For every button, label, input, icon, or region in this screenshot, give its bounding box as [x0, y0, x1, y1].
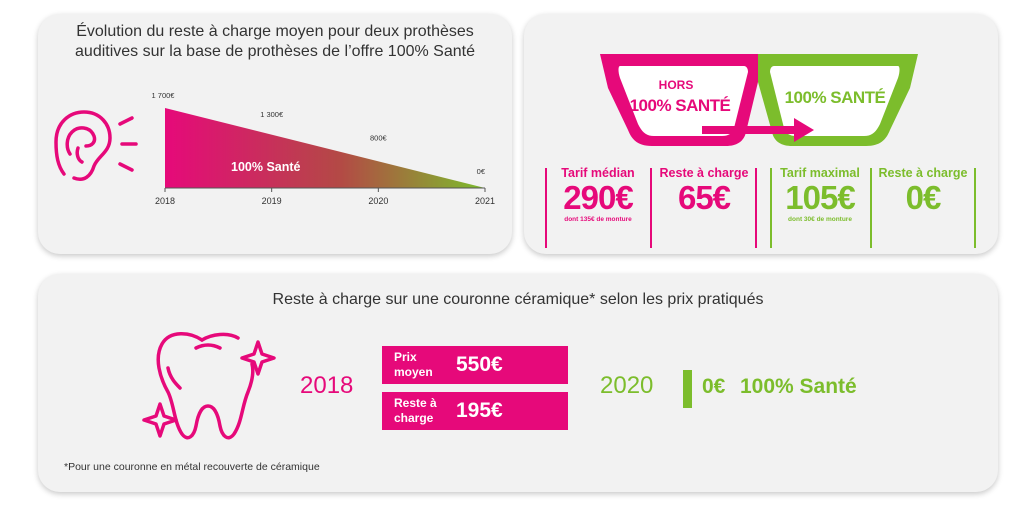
stat-tarif-maximal: Tarif maximal 105€ dont 30€ de monture [772, 156, 868, 246]
value-2020: 0€ [702, 375, 726, 398]
x-tick-label: 2018 [155, 196, 175, 206]
label-line: Reste à [394, 396, 437, 410]
stat-note: dont 135€ de monture [564, 216, 632, 223]
hearing-card [38, 14, 512, 254]
stat-reste-charge-green: Reste à charge 0€ [872, 156, 974, 246]
divider [770, 168, 772, 248]
x-tick-label: 2019 [262, 196, 282, 206]
stat-value: 65€ [677, 179, 731, 216]
x-tick-label: 2021 [475, 196, 495, 206]
crown-title: Reste à charge sur une couronne céramiqu… [272, 291, 764, 308]
stat-label: Tarif maximal [780, 166, 860, 180]
footnote: *Pour une couronne en métal recouverte d… [64, 461, 320, 473]
stat-note: dont 30€ de monture [788, 216, 852, 223]
reste-charge-value: 195€ [456, 399, 503, 422]
stat-value: 105€ [785, 179, 855, 216]
hearing-area-chart: 2018 1 700€ 2019 1 300€ 2020 800€ 2021 0€ 100% S… [152, 91, 495, 206]
data-label: 800€ [370, 133, 388, 142]
stat-label: Reste à charge [659, 166, 749, 180]
data-label: 0€ [477, 167, 486, 176]
stat-tarif-median: Tarif médian 290€ dont 135€ de monture [548, 156, 648, 246]
reste-charge-label: Reste à charge [394, 396, 454, 426]
stat-value: 290€ [563, 179, 633, 216]
x-tick-label: 2020 [368, 196, 388, 206]
divider [650, 168, 652, 248]
reste-charge-box: Reste à charge 195€ [382, 392, 568, 430]
tooth-icon [142, 332, 276, 440]
stat-value: 0€ [905, 179, 942, 216]
prix-moyen-box: Prix moyen 550€ [382, 346, 568, 384]
label-line: moyen [394, 365, 433, 379]
lens-left-line1: HORS [658, 78, 694, 92]
year-2020: 2020 [600, 372, 654, 399]
data-label: 1 700€ [152, 91, 176, 100]
label-line: Prix [394, 350, 417, 364]
prix-moyen-value: 550€ [456, 353, 503, 376]
year-2018: 2018 [300, 372, 354, 399]
lens-right-label: 100% SANTÉ [784, 88, 886, 107]
label-2020: 100% Santé [740, 375, 857, 398]
divider [755, 168, 757, 248]
label-line: charge [394, 411, 434, 425]
stat-label: Tarif médian [561, 166, 635, 180]
divider [974, 168, 976, 248]
lens-left-line2: 100% SANTÉ [629, 96, 731, 115]
area-fill [165, 108, 485, 188]
stat-reste-charge-pink: Reste à charge 65€ [652, 156, 756, 246]
data-label: 1 300€ [260, 110, 284, 119]
ear-icon [54, 110, 138, 181]
stat-label: Reste à charge [878, 166, 968, 180]
green-bar [683, 370, 692, 408]
prix-moyen-label: Prix moyen [394, 350, 454, 380]
hearing-title-line2: auditives sur la base de prothèses de l’… [75, 43, 475, 60]
divider [870, 168, 872, 248]
glasses-icon [600, 54, 918, 146]
area-annotation: 100% Santé [231, 160, 301, 174]
divider [545, 168, 547, 248]
hearing-title: Évolution du reste à charge moyen pour d… [50, 22, 500, 62]
hearing-title-line1: Évolution du reste à charge moyen pour d… [76, 23, 474, 40]
